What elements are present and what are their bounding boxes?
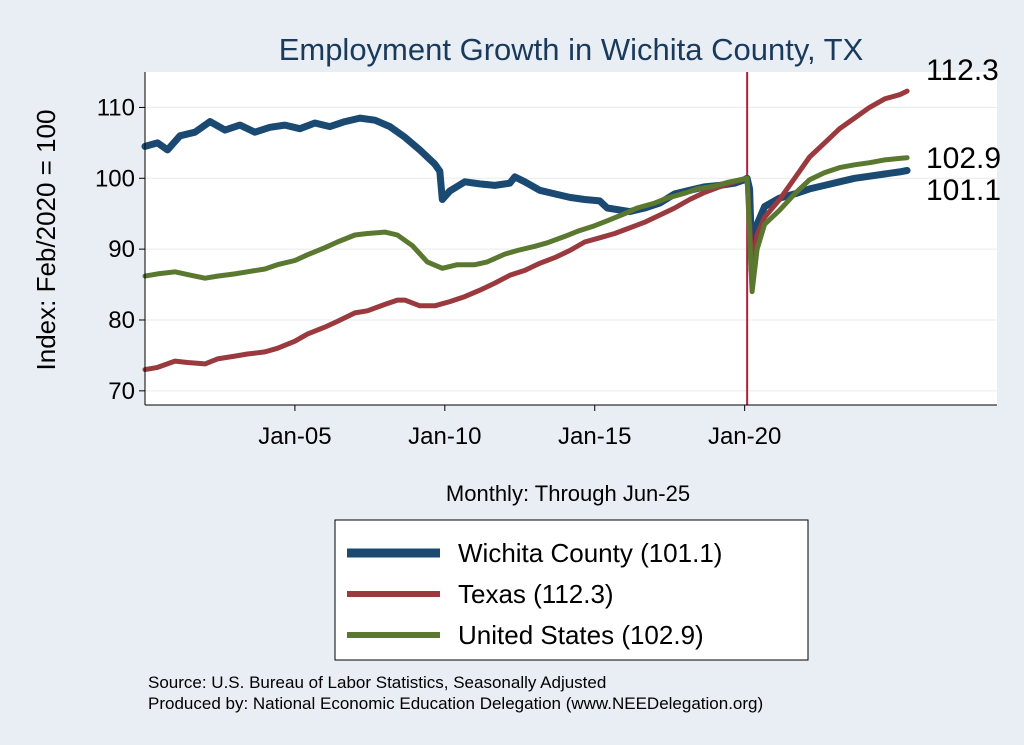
source-note: Source: U.S. Bureau of Labor Statistics,… bbox=[148, 673, 606, 692]
y-tick-label-80: 80 bbox=[108, 307, 135, 334]
legend-label-0: Wichita County (101.1) bbox=[458, 538, 722, 568]
chart-title: Employment Growth in Wichita County, TX bbox=[279, 32, 864, 67]
end-label-0: 101.1 bbox=[926, 174, 1001, 207]
legend-label-2: United States (102.9) bbox=[458, 620, 704, 650]
y-ticks: 70 80 90 100 110 bbox=[95, 94, 145, 405]
y-axis-label: Index: Feb/2020 = 100 bbox=[31, 110, 61, 371]
end-label-1: 112.3 bbox=[926, 54, 999, 87]
x-axis-label: Monthly: Through Jun-25 bbox=[446, 481, 690, 506]
x-tick-label-Jan-05: Jan-05 bbox=[258, 423, 331, 450]
y-tick-label-70: 70 bbox=[108, 378, 135, 405]
series-lines bbox=[141, 88, 911, 373]
series-line-0 bbox=[141, 114, 911, 274]
series-line-1 bbox=[142, 88, 910, 373]
y-tick-label-110: 110 bbox=[97, 94, 135, 121]
y-tick-label-90: 90 bbox=[108, 236, 135, 263]
end-label-2: 102.9 bbox=[926, 142, 1001, 175]
x-ticks: Jan-05 Jan-10 Jan-15 Jan-20 bbox=[258, 405, 781, 450]
x-tick-label-Jan-10: Jan-10 bbox=[408, 423, 481, 450]
x-tick-label-Jan-15: Jan-15 bbox=[558, 423, 631, 450]
plot-area bbox=[145, 72, 997, 405]
y-tick-label-100: 100 bbox=[95, 165, 135, 192]
legend-label-1: Texas (112.3) bbox=[458, 579, 614, 609]
series-line-2 bbox=[142, 155, 910, 295]
produced-note: Produced by: National Economic Education… bbox=[148, 694, 763, 713]
x-tick-label-Jan-20: Jan-20 bbox=[708, 423, 781, 450]
legend: Wichita County (101.1) Texas (112.3) Unite… bbox=[334, 519, 809, 661]
end-labels: 101.1 112.3 102.9 bbox=[926, 54, 1001, 207]
